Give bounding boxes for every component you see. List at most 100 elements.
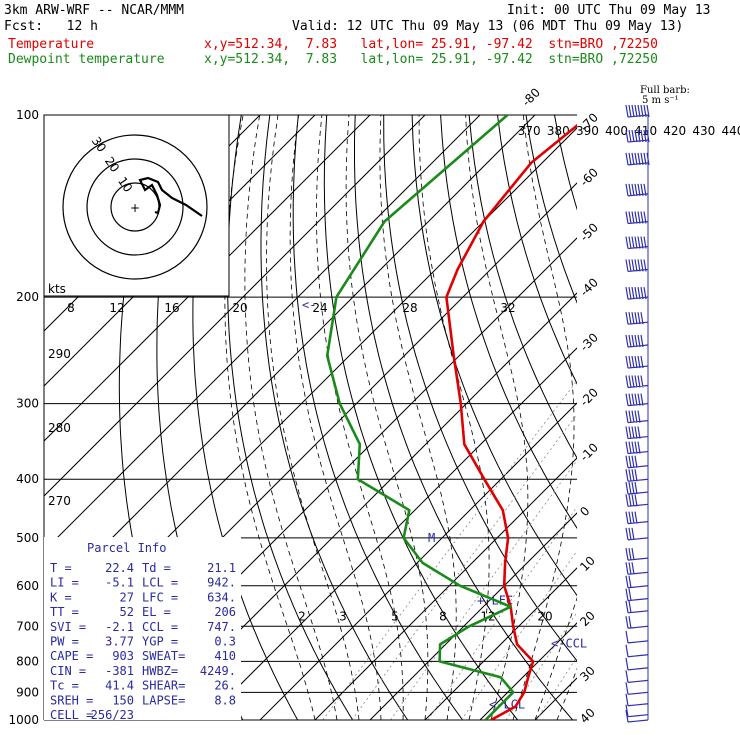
parcel-stat-label: LFC = bbox=[142, 590, 178, 604]
dry-adiabat-line bbox=[323, 115, 519, 720]
parcel-stat-value: 150 bbox=[112, 693, 134, 707]
hodograph-trace bbox=[138, 176, 203, 217]
isotherm-line bbox=[534, 677, 577, 720]
isotherm-label: 10 bbox=[577, 553, 598, 574]
dry-adiabat-line bbox=[497, 115, 577, 385]
parcel-stat-value: -2.1 bbox=[105, 620, 134, 634]
theta-label: 390 bbox=[576, 124, 599, 138]
parcel-stat-value: 8.8 bbox=[214, 693, 236, 707]
parcel-info-title: Parcel Info bbox=[87, 541, 166, 555]
wind-barb bbox=[625, 670, 649, 683]
dry-adiabat-line bbox=[468, 115, 577, 459]
isotherm-line bbox=[590, 115, 740, 720]
hodograph-center-mark: + bbox=[130, 201, 140, 215]
wind-barb bbox=[625, 682, 649, 695]
barb-legend-units: 5 m s⁻¹ bbox=[642, 95, 679, 106]
parcel-stat-value: 3.77 bbox=[105, 635, 134, 649]
parcel-stat-value: -381 bbox=[105, 664, 134, 678]
isotherm-line bbox=[424, 567, 577, 720]
parcel-stat-label: CELL = bbox=[50, 708, 93, 722]
dry-adiabat-line bbox=[292, 115, 464, 720]
mixing-ratio-label: 2 bbox=[298, 609, 306, 623]
dry-adiabat-line bbox=[383, 115, 577, 662]
moist-adiabat-line bbox=[556, 667, 577, 720]
isotherm-line bbox=[44, 115, 371, 442]
wind-barb bbox=[625, 211, 649, 225]
wind-barb bbox=[625, 312, 649, 325]
moist-adiabat-line bbox=[224, 115, 316, 720]
parcel-stat-value: 41.4 bbox=[105, 679, 134, 693]
wind-barb bbox=[625, 259, 649, 273]
mixing-ratio-label: 28 bbox=[402, 301, 417, 315]
moist-adiabat-line bbox=[534, 597, 577, 720]
mixing-ratio-label: 12 bbox=[109, 301, 124, 315]
mixing-ratio-line bbox=[505, 611, 577, 720]
theta-label: 410 bbox=[634, 124, 657, 138]
isotherm-line bbox=[479, 622, 577, 720]
hodograph-units-label: kts bbox=[48, 282, 66, 296]
dry-adiabat-line bbox=[260, 115, 409, 720]
valid-time: Valid: 12 UTC Thu 09 May 13 (06 MDT Thu … bbox=[292, 19, 684, 34]
wind-barb bbox=[625, 709, 649, 723]
wind-barb bbox=[625, 129, 650, 143]
wind-barb bbox=[625, 616, 649, 629]
mixing-ratio-line bbox=[322, 380, 577, 720]
parcel-info-box bbox=[44, 537, 241, 720]
parcel-stat-label: LAPSE= bbox=[142, 693, 185, 707]
parcel-stat-label: SREH = bbox=[50, 693, 93, 707]
dry-adiabat-line bbox=[668, 115, 740, 720]
wind-barb bbox=[625, 630, 649, 644]
wind-barb bbox=[625, 575, 649, 589]
mixing-ratio-label: 5 bbox=[391, 609, 399, 623]
dry-adiabat-line bbox=[227, 115, 354, 720]
parcel-stat-label: YGP = bbox=[142, 635, 178, 649]
parcel-stat-value: 206 bbox=[214, 605, 236, 619]
wind-barb bbox=[625, 600, 649, 614]
parcel-stat-label: SVI = bbox=[50, 620, 86, 634]
mixing-ratio-label: 8 bbox=[439, 609, 447, 623]
mixing-ratio-label: 3 bbox=[339, 609, 347, 623]
pressure-tick-label: 800 bbox=[16, 654, 39, 668]
mixing-ratio-label: 20 bbox=[537, 609, 552, 623]
theta-left-label: 290 bbox=[48, 347, 71, 361]
moist-adiabat-line bbox=[316, 115, 404, 720]
temperature-legend: Temperature bbox=[8, 37, 95, 52]
parcel-stat-value: 747. bbox=[207, 620, 236, 634]
mixing-ratio-label: 8 bbox=[67, 301, 75, 315]
parcel-stat-label: LI = bbox=[50, 576, 79, 590]
wind-barb bbox=[625, 547, 649, 561]
parcel-stat-value: 256/23 bbox=[91, 708, 134, 722]
wind-barb bbox=[625, 410, 649, 424]
pressure-tick-label: 700 bbox=[16, 619, 39, 633]
mixing-ratio-label: 20 bbox=[232, 301, 247, 315]
isotherm-line bbox=[259, 402, 577, 720]
isotherm-label: -50 bbox=[577, 220, 601, 244]
isotherm-line bbox=[314, 457, 577, 720]
barb-legend-full: Full barb: bbox=[640, 85, 690, 96]
isotherm-label: -60 bbox=[577, 165, 601, 189]
wind-barb bbox=[625, 644, 649, 658]
parcel-stat-label: CIN = bbox=[50, 664, 86, 678]
hodograph-inset bbox=[43, 114, 230, 297]
isotherm-label: -40 bbox=[577, 275, 601, 299]
dry-adiabat-line bbox=[725, 115, 740, 720]
theta-label: 370 bbox=[518, 124, 541, 138]
parcel-stat-label: LCL = bbox=[142, 576, 178, 590]
pressure-tick-label: 300 bbox=[16, 397, 39, 411]
dry-adiabat-line bbox=[697, 115, 740, 720]
isotherm-line bbox=[645, 115, 740, 720]
hodograph-ring bbox=[62, 134, 208, 280]
theta-left-label: 270 bbox=[48, 494, 71, 508]
el-arrow-annotation: <- bbox=[302, 298, 316, 312]
dewpoint-legend: Dewpoint temperature bbox=[8, 52, 165, 67]
parcel-stat-label: SWEAT= bbox=[142, 649, 185, 663]
wind-barb bbox=[625, 455, 649, 469]
dry-adiabat-line bbox=[583, 115, 740, 720]
mixing-ratio-line bbox=[461, 550, 577, 720]
parcel-stat-value: 0.3 bbox=[214, 635, 236, 649]
parcel-stat-label: Tc = bbox=[50, 679, 79, 693]
moist-adiabat-line bbox=[266, 115, 360, 720]
pressure-tick-label: 100 bbox=[16, 108, 39, 122]
isotherm-label: 0 bbox=[577, 504, 592, 519]
isotherm-line bbox=[44, 115, 426, 497]
